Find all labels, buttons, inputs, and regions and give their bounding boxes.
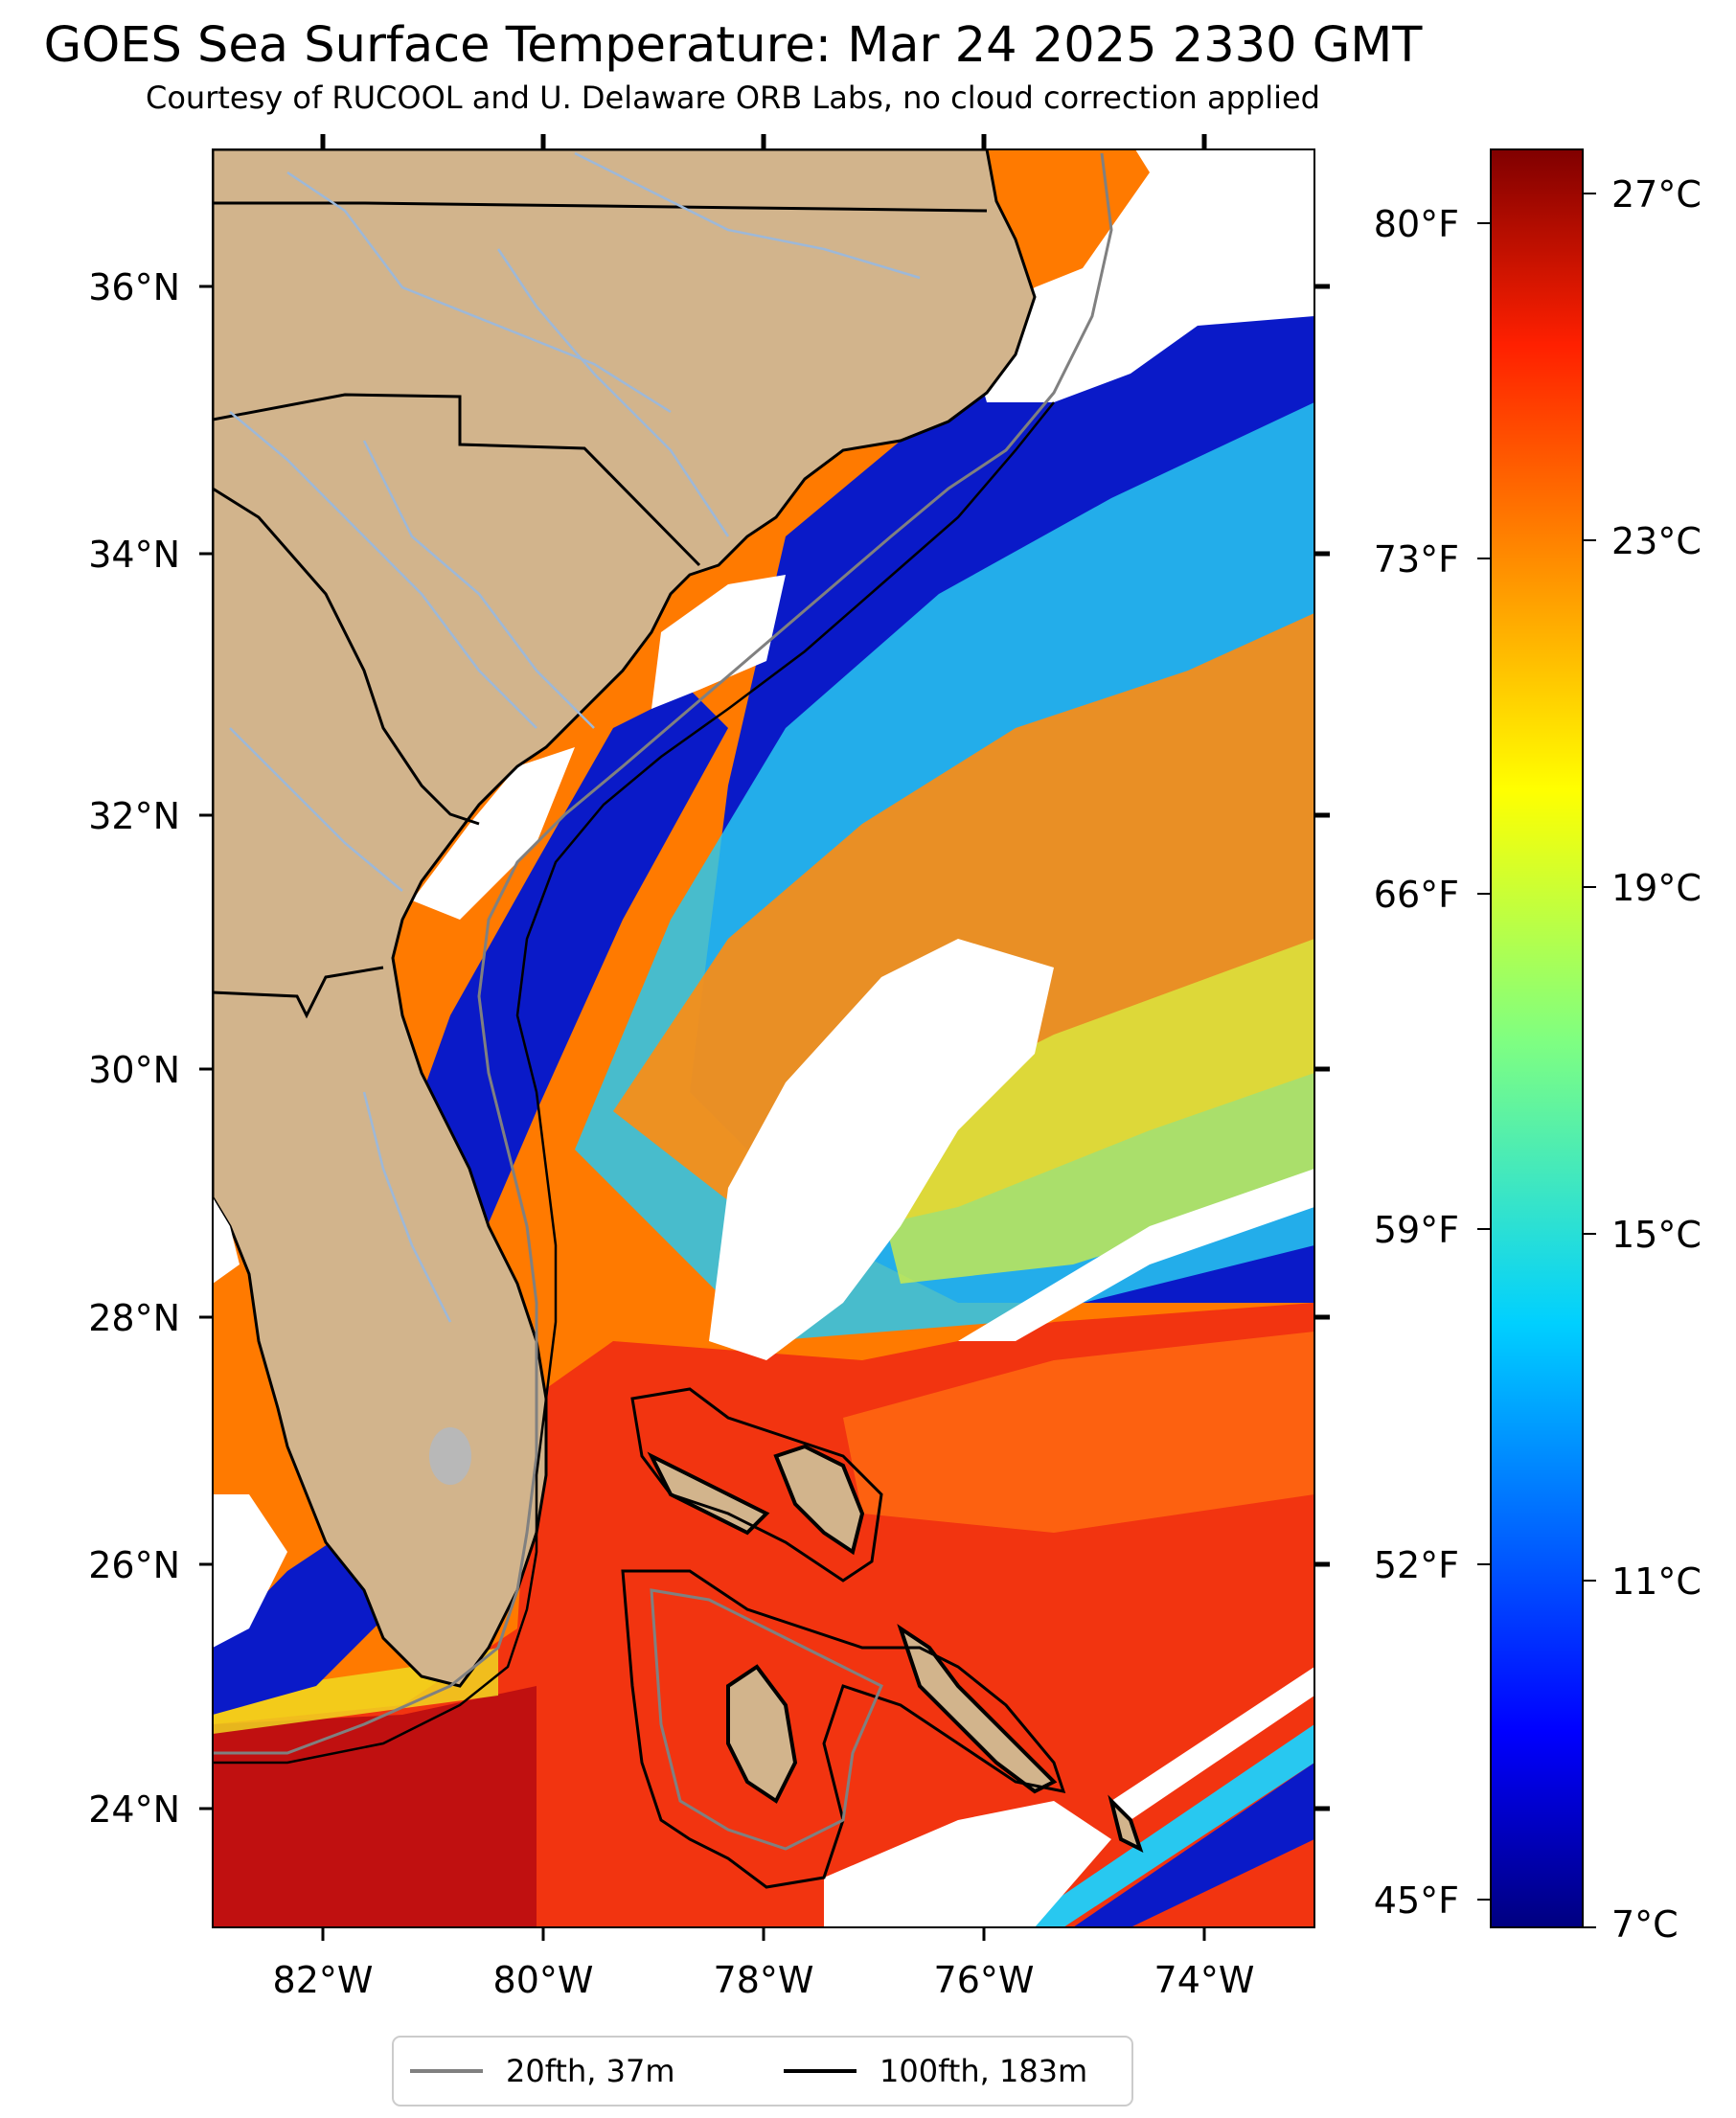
fahrenheit-label-45: 45°F [1374, 1879, 1459, 1922]
map-subtitle: Courtesy of RUCOOL and U. Delaware ORB L… [146, 80, 1320, 116]
fahrenheit-label-52: 52°F [1374, 1544, 1459, 1586]
sw-cold-patch [213, 1533, 383, 1715]
river-2 [496, 248, 730, 537]
cloud-coastal-ne [968, 149, 1314, 402]
lat-label-34n: 34°N [88, 534, 180, 576]
lon-ticks-top [320, 134, 1207, 149]
lon-axis: 82°W 80°W 78°W 76°W 74°W [273, 1927, 1255, 2001]
lat-label-32n: 32°N [88, 795, 180, 837]
border-nc-sc [213, 393, 701, 567]
lon-label-76w: 76°W [934, 1959, 1035, 2001]
river-5 [229, 727, 403, 892]
se-cold-streak [1073, 1763, 1314, 1927]
se-cyan-streak [1016, 1724, 1314, 1927]
river-6 [574, 151, 921, 280]
coastal-blue-band [402, 690, 728, 1245]
little-bahama-bank [630, 1387, 883, 1583]
lat-label-24n: 24°N [88, 1788, 180, 1831]
cloud-east-lane [1111, 1667, 1314, 1820]
celsius-label-19: 19°C [1611, 867, 1702, 909]
river-3 [229, 411, 537, 729]
bank-outlines [621, 1387, 1066, 1889]
lat-label-26n: 26°N [88, 1544, 180, 1586]
isobath-legend: 20fth, 37m 100fth, 183m [392, 2036, 1133, 2107]
lat-label-36n: 36°N [88, 266, 180, 308]
legend-label-100fth: 100fth, 183m [879, 2053, 1087, 2089]
fahrenheit-label-73: 73°F [1374, 538, 1459, 581]
bahamas-islands [647, 1444, 1144, 1853]
cloud-se-lane [958, 1169, 1314, 1341]
colorbar-gradient [1490, 148, 1584, 1928]
colorbar: 45°F 52°F 59°F 66°F 73°F 80°F 7°C 11°C 1… [1374, 148, 1702, 1946]
gulf-coast-white [213, 1197, 240, 1284]
isobath-20fth [213, 152, 1113, 1755]
rivers [229, 151, 921, 1323]
celsius-label-15: 15°C [1611, 1214, 1702, 1256]
legend-box [392, 2036, 1133, 2107]
border-sc-ga [213, 487, 480, 826]
eleuthera [897, 1624, 1058, 1794]
river-7 [362, 1091, 452, 1323]
lon-label-82w: 82°W [273, 1959, 374, 2001]
river-1 [286, 171, 672, 414]
fahrenheit-ticks [1477, 222, 1491, 1901]
cloud-coastal-mid [651, 575, 786, 709]
celsius-ticks [1583, 193, 1596, 1928]
great-bahama-bank [621, 1569, 1066, 1889]
keys-warm-water [213, 1686, 537, 1927]
lat-label-30n: 30°N [88, 1049, 180, 1091]
celsius-label-23: 23°C [1611, 520, 1702, 562]
lake-okeechobee [429, 1427, 471, 1485]
andros [726, 1664, 798, 1804]
border-ga-fl [213, 966, 384, 1019]
celsius-label-11: 11°C [1611, 1560, 1702, 1603]
celsius-label-27: 27°C [1611, 173, 1702, 216]
map-title: GOES Sea Surface Temperature: Mar 24 202… [43, 17, 1423, 74]
cloud-mask [213, 149, 1314, 1927]
river-4 [362, 440, 595, 729]
grand-bahama [773, 1444, 865, 1556]
lon-label-78w: 78°W [714, 1959, 814, 2001]
land-us-southeast [213, 149, 1037, 1688]
exuma [1108, 1794, 1144, 1853]
lon-label-80w: 80°W [493, 1959, 594, 2001]
yellow-band [862, 939, 1314, 1284]
cloud-large-central [709, 939, 1054, 1360]
isobath-100fth [213, 401, 1055, 1765]
fahrenheit-label-80: 80°F [1374, 203, 1459, 245]
cloud-sw-corner [213, 1494, 287, 1648]
gulf-stream-orange [843, 1332, 1314, 1533]
map-panel [213, 149, 1314, 1927]
fahrenheit-label-66: 66°F [1374, 874, 1459, 916]
lat-label-28n: 28°N [88, 1297, 180, 1339]
lat-axis: 24°N 26°N 28°N 30°N 32°N 34°N 36°N [88, 266, 213, 1831]
fahrenheit-label-59: 59°F [1374, 1209, 1459, 1251]
lat-ticks-right [1314, 284, 1330, 1811]
lon-label-74w: 74°W [1154, 1959, 1255, 2001]
cloud-south-strip [824, 1801, 1111, 1927]
legend-label-20fth: 20fth, 37m [506, 2053, 674, 2089]
border-va-nc [213, 201, 988, 213]
cloud-coastal-sc [412, 747, 575, 920]
celsius-label-7: 7°C [1611, 1903, 1679, 1946]
state-borders [213, 201, 988, 1019]
bank-grey-inner [650, 1588, 883, 1851]
